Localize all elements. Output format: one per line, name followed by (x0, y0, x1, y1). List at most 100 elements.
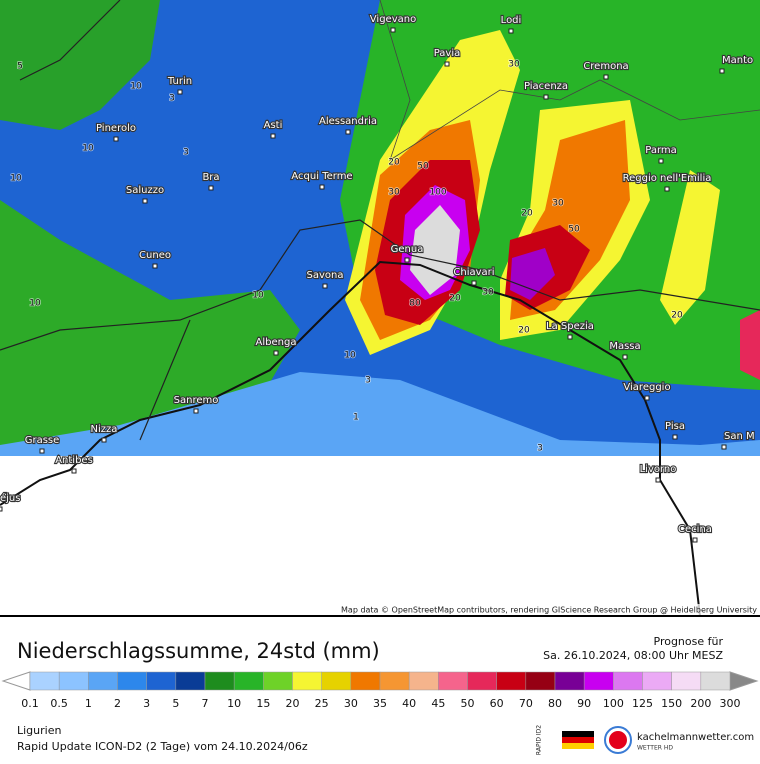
city-label: Nizza (91, 424, 118, 435)
contour-label: 30 (388, 188, 400, 198)
city-marker (270, 133, 276, 139)
legend-tick-label: 7 (202, 697, 209, 710)
legend-tick-label: 35 (373, 697, 387, 710)
legend-swatch (525, 671, 556, 691)
city-label: Manto (722, 55, 753, 66)
city-label: Acqui Terme (291, 171, 352, 182)
city-marker (345, 129, 351, 135)
contour-label: 3 (537, 444, 543, 454)
contour-label: 5 (17, 62, 23, 72)
forecast-time: Sa. 26.10.2024, 08:00 Uhr MESZ (543, 649, 723, 662)
city-marker (644, 395, 650, 401)
city-marker (273, 350, 279, 356)
contour-label: 10 (10, 174, 22, 184)
legend-tick-label: 100 (603, 697, 624, 710)
legend-swatch (29, 671, 60, 691)
rain-yellow (660, 170, 720, 325)
legend-swatch (379, 671, 410, 691)
city-label: La Spezia (546, 321, 594, 332)
contour-label: 10 (29, 299, 41, 309)
legend-tick-label: 2 (114, 697, 121, 710)
city-marker (404, 257, 410, 263)
contour-label: 20 (671, 311, 683, 321)
city-label: éjus (0, 492, 20, 504)
contour-label: 10 (344, 351, 356, 361)
legend-arrow (729, 671, 759, 691)
city-label: Saluzzo (126, 185, 164, 196)
brand-sub: WETTER HD (637, 745, 673, 752)
sea-light (0, 372, 760, 456)
attribution: Map data © OpenStreetMap contributors, r… (341, 606, 757, 615)
city-label: San M (724, 431, 755, 442)
legend-swatch (204, 671, 235, 691)
contour-label: 20 (388, 158, 400, 168)
legend-tick-label: 150 (661, 697, 682, 710)
rain-grey (410, 205, 460, 295)
badge: RAPID ID2 (536, 725, 543, 755)
city-marker (567, 334, 573, 340)
rain-red (740, 310, 760, 380)
legend-swatch (58, 671, 89, 691)
legend-tick-label: 90 (577, 697, 591, 710)
legend-title: Niederschlagssumme, 24std (mm) (17, 639, 380, 663)
city-label: Pavia (434, 48, 461, 59)
city-marker (322, 283, 328, 289)
city-marker (390, 27, 396, 33)
legend-swatch (292, 671, 322, 691)
city-marker (193, 408, 199, 414)
contour-label: 30 (552, 199, 564, 209)
city-marker (113, 136, 119, 142)
attribution-bg (336, 604, 760, 616)
city-label: Pinerolo (96, 123, 136, 134)
legend-tick-label: 5 (172, 697, 179, 710)
legend-swatch (88, 671, 118, 691)
city-label: Asti (264, 120, 283, 131)
city-marker (101, 437, 107, 443)
city-marker (692, 537, 698, 543)
legend-swatch (554, 671, 585, 691)
city-label: Genua (391, 244, 424, 255)
contour-label: 30 (508, 60, 520, 70)
legend-swatch (642, 671, 672, 691)
legend-tick-label: 25 (315, 697, 329, 710)
brand: kachelmannwetter.com (637, 732, 754, 743)
rain-purple (510, 248, 555, 300)
city-label: Albenga (256, 337, 297, 348)
city-marker (142, 198, 148, 204)
legend-arrow (1, 671, 31, 691)
city-marker (655, 477, 661, 483)
legend-tick-label: 1 (85, 697, 92, 710)
legend-tick-label: 45 (431, 697, 445, 710)
legend-swatch (408, 671, 439, 691)
city-marker (543, 94, 549, 100)
city-marker (622, 354, 628, 360)
city-label: Cremona (583, 61, 628, 72)
contour-label: 100 (429, 188, 446, 198)
legend-swatch (175, 671, 206, 691)
city-label: Sanremo (174, 395, 219, 406)
city-label: Piacenza (524, 81, 568, 92)
flag (562, 743, 594, 749)
land-green (0, 0, 160, 130)
city-label: Livorno (640, 464, 677, 475)
legend-swatch (233, 671, 264, 691)
city-marker (672, 434, 678, 440)
contour-label: 10 (130, 82, 142, 92)
city-marker (664, 186, 670, 192)
legend-tick-label: 80 (548, 697, 562, 710)
legend-tick-label: 10 (227, 697, 241, 710)
contour-label: 3 (169, 94, 175, 104)
city-label: Cuneo (139, 250, 171, 261)
city-marker (152, 263, 158, 269)
legend-tick-label: 3 (143, 697, 150, 710)
city-marker (319, 184, 325, 190)
city-label: Pisa (665, 421, 685, 432)
city-marker (508, 28, 514, 34)
legend-swatch (146, 671, 177, 691)
legend-tick-label: 125 (632, 697, 653, 710)
city-label: Grasse (25, 435, 60, 446)
contour-label: 80 (409, 299, 421, 309)
city-label: Cecina (678, 524, 712, 535)
legend-tick-label: 200 (690, 697, 711, 710)
